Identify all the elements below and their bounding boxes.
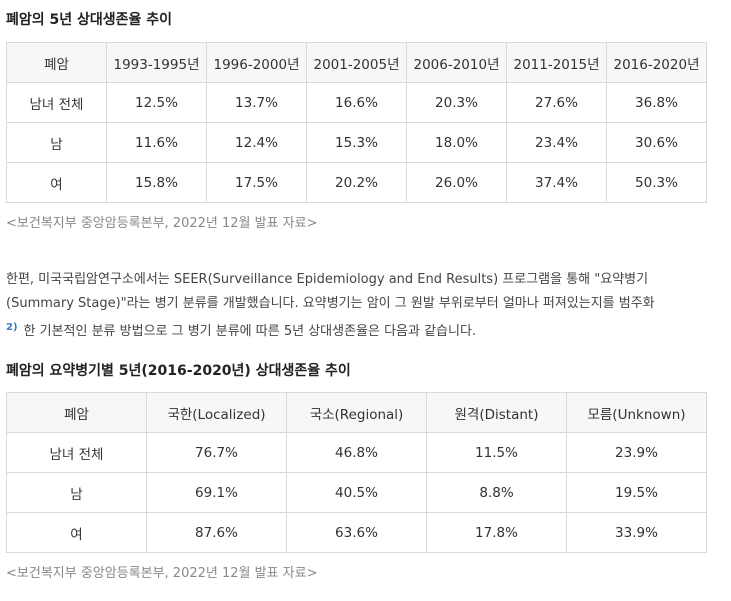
table-cell: 19.5%: [566, 472, 707, 513]
column-header: 1996-2000년: [206, 42, 307, 83]
column-header: 모름(Unknown): [566, 392, 707, 433]
column-header: 2011-2015년: [506, 42, 607, 83]
table-row: 남녀 전체 76.7% 46.8% 11.5% 23.9%: [6, 432, 707, 473]
table-cell: 15.3%: [306, 122, 407, 163]
table2-title: 폐암의 요약병기별 5년(2016-2020년) 상대생존율 추이: [6, 363, 351, 379]
table-cell: 26.0%: [406, 162, 507, 203]
table-cell: 40.5%: [286, 472, 427, 513]
table-cell: 33.9%: [566, 512, 707, 553]
table-cell: 20.2%: [306, 162, 407, 203]
paragraph-line: (Summary Stage)"라는 병기 분류를 개발했습니다. 요약병기는 …: [6, 296, 655, 311]
table-cell: 23.9%: [566, 432, 707, 473]
column-header: 2001-2005년: [306, 42, 407, 83]
table2-source-note: <보건복지부 중앙암등록본부, 2022년 12월 발표 자료>: [6, 566, 318, 581]
table-cell: 12.5%: [106, 82, 207, 123]
table-cell: 30.6%: [606, 122, 707, 163]
paragraph-line: 한편, 미국국립암연구소에서는 SEER(Surveillance Epidem…: [6, 272, 649, 287]
table-cell: 27.6%: [506, 82, 607, 123]
row-label: 남녀 전체: [6, 432, 147, 473]
table-cell: 63.6%: [286, 512, 427, 553]
table-cell: 11.6%: [106, 122, 207, 163]
table-cell: 17.8%: [426, 512, 567, 553]
table-row: 남 69.1% 40.5% 8.8% 19.5%: [6, 472, 707, 513]
table-row: 남녀 전체 12.5% 13.7% 16.6% 20.3% 27.6% 36.8…: [6, 82, 707, 123]
table-header-row: 폐암 1993-1995년 1996-2000년 2001-2005년 2006…: [6, 42, 707, 83]
table-cell: 50.3%: [606, 162, 707, 203]
row-label: 남: [6, 122, 107, 163]
table-cell: 69.1%: [146, 472, 287, 513]
table-cell: 17.5%: [206, 162, 307, 203]
table-cell: 8.8%: [426, 472, 567, 513]
paragraph-line-text: 한 기본적인 분류 방법으로 그 병기 분류에 따른 5년 상대생존율은 다음과…: [23, 324, 477, 339]
table-cell: 36.8%: [606, 82, 707, 123]
table-cell: 13.7%: [206, 82, 307, 123]
column-header: 원격(Distant): [426, 392, 567, 433]
table-cell: 76.7%: [146, 432, 287, 473]
table-header-row: 폐암 국한(Localized) 국소(Regional) 원격(Distant…: [6, 392, 707, 433]
seer-paragraph: 한편, 미국국립암연구소에서는 SEER(Surveillance Epidem…: [6, 268, 718, 340]
column-header: 2016-2020년: [606, 42, 707, 83]
table1-source-note: <보건복지부 중앙암등록본부, 2022년 12월 발표 자료>: [6, 216, 318, 231]
column-header: 국소(Regional): [286, 392, 427, 433]
table1-title: 폐암의 5년 상대생존율 추이: [6, 12, 173, 28]
row-label: 여: [6, 162, 107, 203]
column-header: 1993-1995년: [106, 42, 207, 83]
summary-stage-table: 폐암 국한(Localized) 국소(Regional) 원격(Distant…: [6, 392, 707, 553]
column-header: 폐암: [6, 392, 147, 433]
table-row: 여 87.6% 63.6% 17.8% 33.9%: [6, 512, 707, 553]
row-label: 여: [6, 512, 147, 553]
table-cell: 16.6%: [306, 82, 407, 123]
survival-trend-table: 폐암 1993-1995년 1996-2000년 2001-2005년 2006…: [6, 42, 707, 203]
table-cell: 37.4%: [506, 162, 607, 203]
column-header: 국한(Localized): [146, 392, 287, 433]
column-header: 2006-2010년: [406, 42, 507, 83]
row-label: 남: [6, 472, 147, 513]
row-label: 남녀 전체: [6, 82, 107, 123]
table-cell: 23.4%: [506, 122, 607, 163]
footnote-ref[interactable]: 2): [6, 322, 18, 333]
table-cell: 12.4%: [206, 122, 307, 163]
table-row: 남 11.6% 12.4% 15.3% 18.0% 23.4% 30.6%: [6, 122, 707, 163]
table-cell: 87.6%: [146, 512, 287, 553]
table-cell: 18.0%: [406, 122, 507, 163]
table-row: 여 15.8% 17.5% 20.2% 26.0% 37.4% 50.3%: [6, 162, 707, 203]
table-cell: 15.8%: [106, 162, 207, 203]
table-cell: 20.3%: [406, 82, 507, 123]
column-header: 폐암: [6, 42, 107, 83]
table-cell: 46.8%: [286, 432, 427, 473]
table-cell: 11.5%: [426, 432, 567, 473]
paragraph-line-3: 2) 한 기본적인 분류 방법으로 그 병기 분류에 따른 5년 상대생존율은 다…: [6, 316, 718, 340]
